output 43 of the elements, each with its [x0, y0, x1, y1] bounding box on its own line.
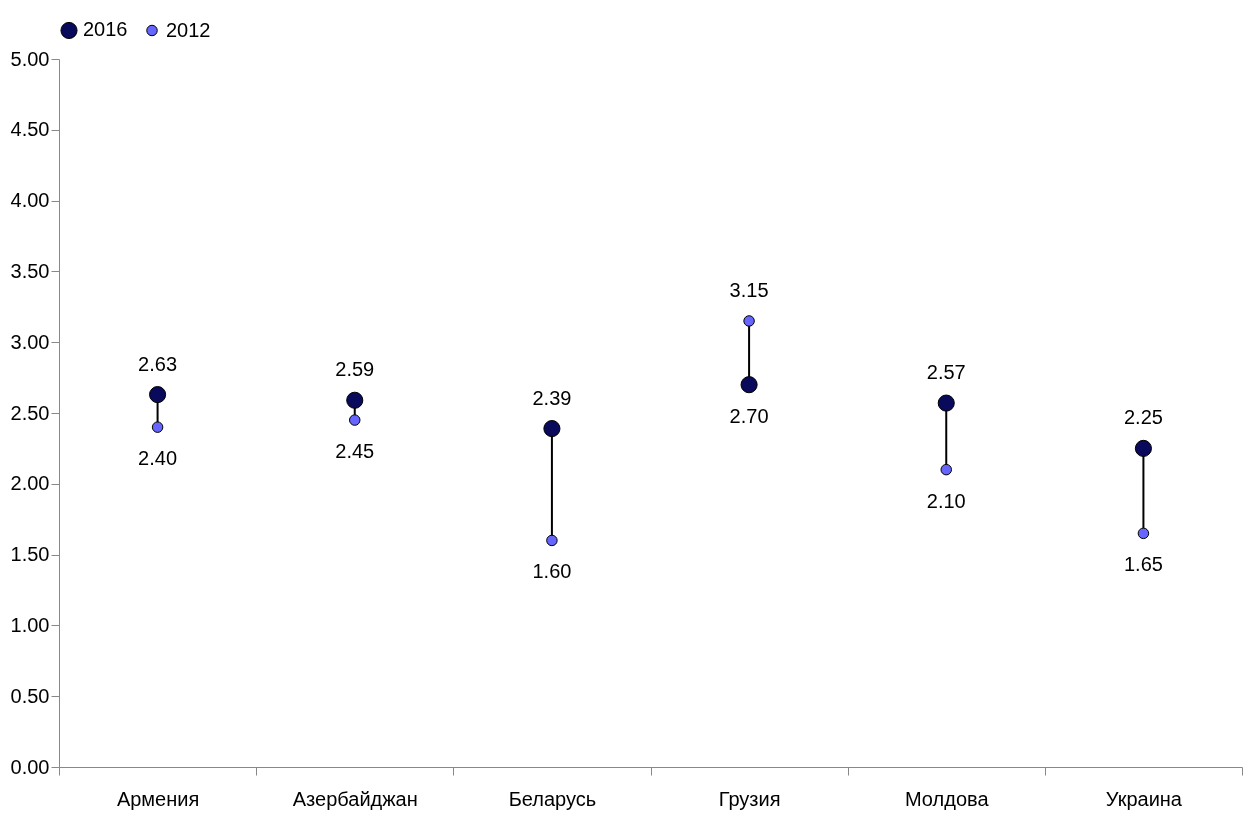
data-label: 2.70 [729, 404, 769, 427]
data-label: 2.39 [532, 386, 572, 409]
x-tick-label: Молдова [904, 787, 990, 810]
y-tick-label: 1.00 [10, 613, 50, 636]
y-tick-label: 3.00 [10, 330, 50, 353]
legend-label: 2016 [83, 18, 128, 41]
y-tick-label: 0.00 [10, 755, 50, 778]
x-tick-label: Украина [1105, 787, 1183, 810]
data-label: 2.59 [335, 358, 375, 381]
point [1134, 439, 1152, 457]
point [346, 391, 364, 409]
y-tick-label: 2.00 [10, 472, 50, 495]
x-tick-label: Армения [116, 787, 200, 810]
data-label: 1.60 [532, 560, 572, 583]
y-tick-label: 4.50 [10, 118, 50, 141]
data-label: 2.25 [1123, 406, 1163, 429]
y-tick-label: 3.50 [10, 259, 50, 282]
point [349, 414, 361, 426]
legend-label: 2012 [166, 18, 211, 41]
y-tick-label: 0.50 [10, 684, 50, 707]
point [937, 394, 955, 412]
point [149, 386, 167, 404]
data-label: 2.57 [926, 361, 966, 384]
point [743, 315, 755, 327]
point [940, 463, 952, 476]
y-tick-label: 1.50 [10, 543, 50, 566]
data-label: 1.65 [1123, 553, 1163, 576]
point [740, 376, 758, 394]
point [546, 534, 558, 547]
x-tick-label: Азербайджан [292, 787, 418, 810]
data-label: 3.15 [729, 278, 769, 301]
x-tick-label: Грузия [718, 787, 781, 810]
data-label: 2.63 [138, 352, 178, 375]
y-tick-label: 5.00 [10, 47, 50, 70]
data-label: 2.10 [926, 489, 966, 512]
data-label: 2.45 [335, 440, 375, 463]
point [1137, 527, 1150, 540]
point [543, 420, 561, 438]
y-tick-label: 2.50 [10, 401, 50, 424]
point [151, 421, 164, 433]
x-tick-label: Беларусь [508, 787, 597, 810]
data-label: 2.40 [138, 447, 178, 470]
y-tick-label: 4.00 [10, 189, 50, 212]
